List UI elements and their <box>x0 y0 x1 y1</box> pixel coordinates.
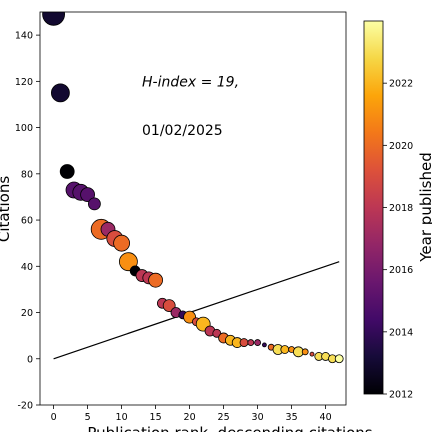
x-tick-label: 25 <box>218 412 230 423</box>
colorbar-tick-label: 2016 <box>389 265 413 276</box>
colorbar-label: Year published <box>417 152 432 262</box>
y-tick-label: 100 <box>15 123 33 134</box>
data-point-28 <box>239 338 249 347</box>
data-point-37 <box>301 348 309 356</box>
data-point-42 <box>334 354 344 364</box>
x-tick-label: 35 <box>286 412 298 423</box>
colorbar-tick-label: 2014 <box>389 327 413 338</box>
data-point-6 <box>88 197 101 211</box>
x-tick-label: 5 <box>85 412 91 423</box>
data-point-34 <box>280 345 290 354</box>
data-point-17 <box>162 299 176 312</box>
date-annotation: 01/02/2025 <box>142 123 223 139</box>
y-tick-label: 120 <box>15 77 33 88</box>
plot-frame <box>39 11 347 406</box>
x-tick-label: 10 <box>116 412 128 423</box>
data-point-15 <box>148 272 164 288</box>
data-point-29 <box>247 339 255 346</box>
colorbar-tick-label: 2022 <box>389 79 413 90</box>
data-point-24 <box>212 328 222 338</box>
y-tick-label: 40 <box>21 262 33 273</box>
reference-line <box>53 261 340 360</box>
h-index-annotation: H-index = 19, <box>142 74 239 90</box>
x-tick-label: 30 <box>252 412 264 423</box>
colorbar-tick-label: 2018 <box>389 203 413 214</box>
colorbar-ticks: 2012 2014 2016 2018 2020 2022 <box>383 79 413 401</box>
x-tick-label: 40 <box>320 412 332 423</box>
plot-area: 0 5 10 15 20 25 30 35 40 -20 0 20 40 60 80 100 120 140 <box>15 11 347 423</box>
y-tick-label: 60 <box>21 216 33 227</box>
colorbar: 2012 2014 2016 2018 2020 2022 Year published <box>363 20 432 401</box>
x-tick-label: 0 <box>51 412 57 423</box>
data-point-1 <box>51 83 70 103</box>
data-point-38 <box>309 351 315 357</box>
data-point-2 <box>59 164 75 179</box>
y-tick-label: 80 <box>21 169 33 180</box>
colorbar-tick-label: 2012 <box>389 390 413 401</box>
x-axis-label: Publication rank, descending citations <box>87 424 372 432</box>
data-point-10 <box>113 234 130 252</box>
y-tick-label: 140 <box>15 31 33 42</box>
y-axis-label: Citations <box>0 176 13 242</box>
data-point-30 <box>254 339 262 346</box>
y-axis-ticks: -20 0 20 40 60 80 100 120 140 <box>15 31 40 412</box>
y-tick-label: -20 <box>17 401 33 412</box>
x-tick-label: 20 <box>184 412 196 423</box>
colorbar-gradient <box>363 20 384 395</box>
data-point-31 <box>261 342 267 348</box>
data-point-5 <box>80 187 95 203</box>
colorbar-tick-label: 2020 <box>389 141 413 152</box>
data-point-0 <box>42 12 65 26</box>
y-tick-label: 0 <box>27 354 33 365</box>
x-axis-ticks: 0 5 10 15 20 25 30 35 40 <box>51 405 332 423</box>
data-marks <box>42 12 344 364</box>
y-tick-label: 20 <box>21 308 33 319</box>
x-tick-label: 15 <box>150 412 162 423</box>
